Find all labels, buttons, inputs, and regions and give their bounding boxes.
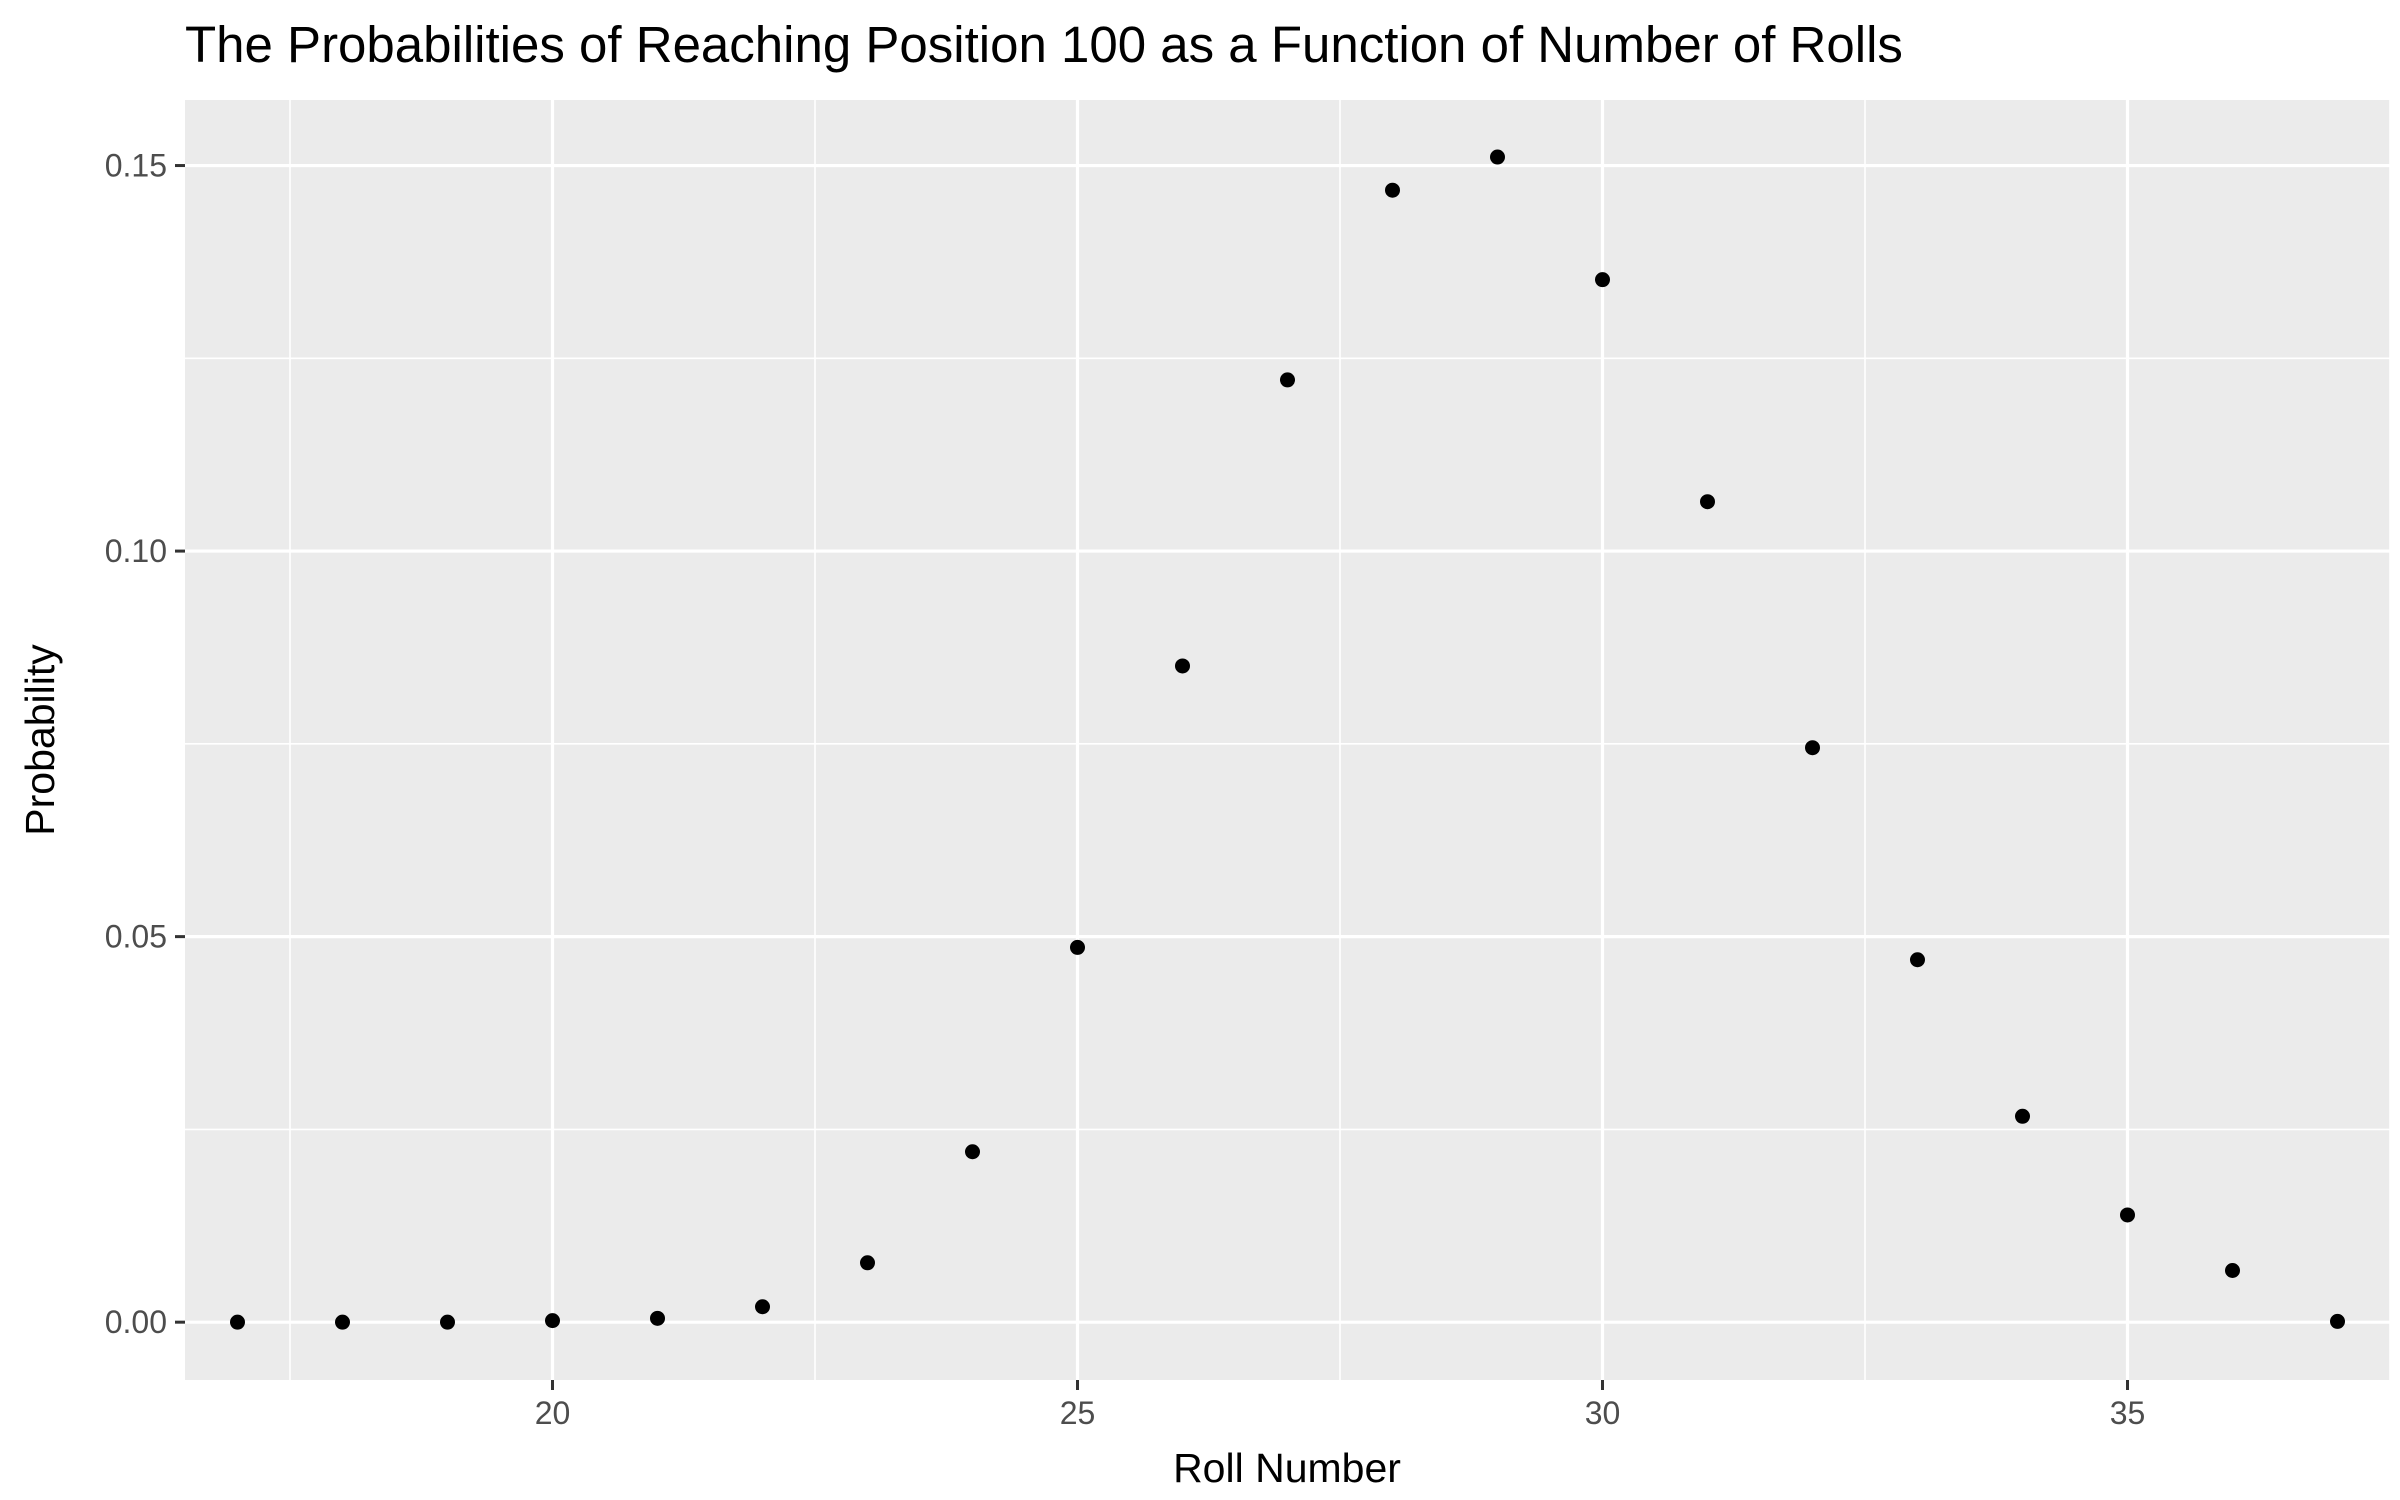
data-point [1700, 494, 1715, 510]
data-point [1595, 272, 1610, 288]
x-axis-label: Roll Number [1173, 1445, 1401, 1491]
plot-panel [185, 100, 2390, 1380]
y-axis-ticks: 0.00 0.05 0.10 0.15 [105, 148, 185, 1340]
data-point [440, 1314, 455, 1330]
x-tick-label: 30 [1585, 1395, 1621, 1431]
chart-title: The Probabilities of Reaching Position 1… [185, 16, 1903, 73]
x-tick-label: 35 [2110, 1395, 2146, 1431]
data-points [230, 149, 2345, 1330]
data-point [2330, 1313, 2345, 1329]
y-tick-label: 0.00 [105, 1304, 167, 1340]
data-point [1805, 740, 1820, 756]
data-point [230, 1314, 245, 1330]
data-point [2015, 1108, 2030, 1124]
data-point [1490, 149, 1505, 165]
x-axis-ticks: 20 25 30 35 [535, 1380, 2146, 1431]
data-point [2120, 1207, 2135, 1223]
data-point [965, 1144, 980, 1160]
major-gridlines [185, 100, 2390, 1380]
y-tick-label: 0.10 [105, 533, 167, 569]
data-point [1280, 372, 1295, 388]
y-axis-label: Probability [17, 644, 63, 836]
data-point [860, 1255, 875, 1271]
x-tick-label: 25 [1060, 1395, 1096, 1431]
data-point [545, 1313, 560, 1329]
data-point [650, 1310, 665, 1326]
data-point [1175, 658, 1190, 674]
x-tick-label: 20 [535, 1395, 571, 1431]
data-point [1070, 939, 1085, 955]
data-point [755, 1299, 770, 1315]
data-point [335, 1314, 350, 1330]
data-point [1385, 182, 1400, 198]
y-tick-label: 0.05 [105, 919, 167, 955]
y-tick-label: 0.15 [105, 148, 167, 184]
data-point [1910, 952, 1925, 968]
data-point [2225, 1263, 2240, 1279]
